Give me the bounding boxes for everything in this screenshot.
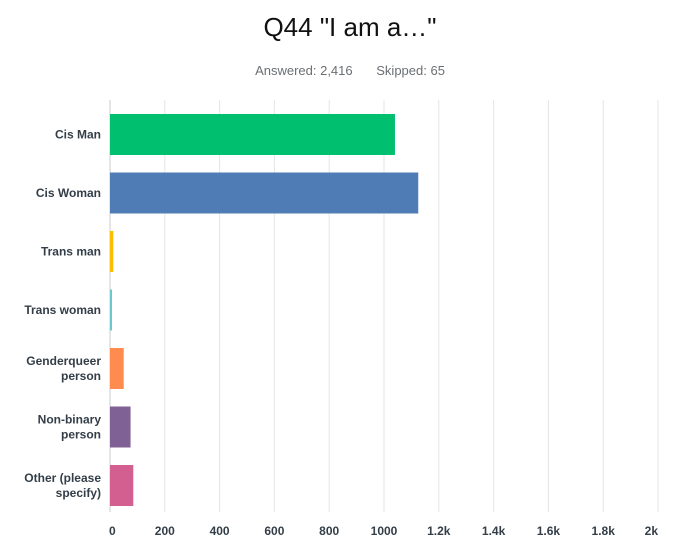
answered-count: Answered: 2,416 [255, 63, 353, 78]
skipped-count: Skipped: 65 [376, 63, 445, 78]
gridlines [109, 100, 659, 512]
x-tick-label-1600: 1.6k [537, 524, 561, 538]
x-tick-label-1400: 1.4k [482, 524, 506, 538]
bars [110, 114, 419, 506]
x-axis-ticks: 0 200 400 600 800 1000 1.2k 1.4k 1.6k 1.8k 2k [109, 524, 658, 538]
x-tick-label-600: 600 [264, 524, 284, 538]
x-tick-label-1800: 1.8k [592, 524, 616, 538]
category-label-4: Genderqueer person [26, 354, 101, 383]
bar-0[interactable] [110, 114, 395, 155]
category-label-2: Trans man [41, 245, 101, 259]
category-labels: Cis Man Cis Woman Trans man Trans woman Gend… [24, 128, 101, 501]
x-tick-label-0: 0 [109, 524, 116, 538]
category-label-3: Trans woman [24, 303, 101, 317]
bar-2[interactable] [110, 231, 114, 272]
response-summary: Answered: 2,416 Skipped: 65 [0, 63, 700, 78]
chart-title: Q44 "I am a…" [263, 12, 437, 42]
x-tick-label-1000: 1000 [371, 524, 398, 538]
x-tick-label-2000: 2k [645, 524, 659, 538]
bar-3[interactable] [110, 289, 112, 331]
x-tick-label-1200: 1.2k [427, 524, 451, 538]
bar-6[interactable] [110, 465, 134, 506]
bar-4[interactable] [110, 348, 124, 389]
category-label-1: Cis Woman [36, 186, 101, 200]
category-label-6: Other (please specify) [24, 471, 101, 500]
category-label-0: Cis Man [55, 128, 101, 142]
category-label-5: Non-binary person [38, 413, 102, 442]
x-tick-label-200: 200 [155, 524, 175, 538]
x-tick-label-400: 400 [210, 524, 230, 538]
bar-1[interactable] [110, 172, 419, 214]
x-tick-label-800: 800 [319, 524, 339, 538]
bar-5[interactable] [110, 406, 131, 448]
